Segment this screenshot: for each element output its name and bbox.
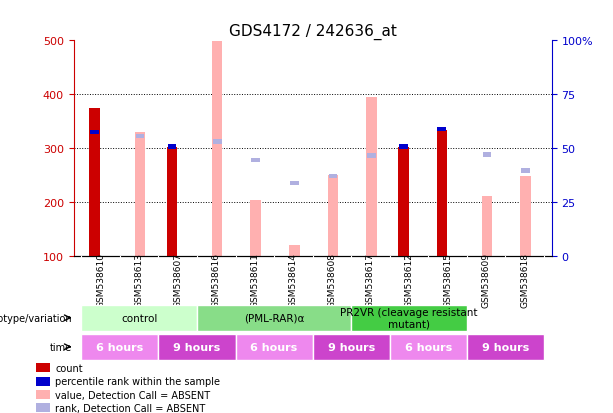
Bar [135,135,145,139]
Text: GSM538612: GSM538612 [405,252,414,307]
Text: GSM538616: GSM538616 [211,252,221,307]
Bar [483,153,492,157]
Bar [521,169,530,173]
Bar [213,140,221,145]
Text: percentile rank within the sample: percentile rank within the sample [56,376,221,386]
Bar [398,147,408,256]
Bar [36,377,50,386]
Text: GSM538608: GSM538608 [327,252,337,307]
Text: control: control [121,313,158,323]
Bar [251,200,261,256]
FancyBboxPatch shape [82,334,158,360]
FancyBboxPatch shape [158,334,235,360]
FancyBboxPatch shape [351,305,467,331]
FancyBboxPatch shape [197,305,351,331]
Text: GSM538618: GSM538618 [520,252,529,307]
Bar [366,97,377,256]
Bar [289,245,300,256]
Bar [327,176,338,256]
Bar [520,177,531,256]
FancyBboxPatch shape [467,334,544,360]
Text: GSM538617: GSM538617 [366,252,375,307]
Bar [167,147,177,256]
FancyBboxPatch shape [313,334,390,360]
Text: 6 hours: 6 hours [96,342,143,352]
Text: value, Detection Call = ABSENT: value, Detection Call = ABSENT [56,390,211,400]
Bar [36,390,50,399]
Title: GDS4172 / 242636_at: GDS4172 / 242636_at [229,24,397,40]
Text: GSM538610: GSM538610 [96,252,105,307]
Text: GSM538609: GSM538609 [482,252,490,307]
Text: 9 hours: 9 hours [173,342,221,352]
Bar [329,174,337,179]
Bar [89,108,100,256]
Bar [436,131,447,256]
Text: (PML-RAR)α: (PML-RAR)α [244,313,304,323]
Text: 9 hours: 9 hours [482,342,529,352]
Bar [167,145,176,149]
FancyBboxPatch shape [235,334,313,360]
Bar [367,154,376,158]
Text: genotype/variation: genotype/variation [0,313,72,323]
Text: 6 hours: 6 hours [405,342,452,352]
Bar [482,197,492,256]
Text: GSM538615: GSM538615 [443,252,452,307]
Text: count: count [56,363,83,373]
Bar [212,43,223,256]
Text: GSM538611: GSM538611 [250,252,259,307]
Text: 6 hours: 6 hours [251,342,298,352]
Text: time: time [50,342,72,352]
Bar [36,363,50,373]
Bar [290,181,299,186]
Bar [438,128,446,132]
FancyBboxPatch shape [82,305,197,331]
Text: rank, Detection Call = ABSENT: rank, Detection Call = ABSENT [56,403,206,413]
Text: GSM538613: GSM538613 [135,252,143,307]
Bar [91,131,99,135]
Bar [399,145,408,149]
Bar [251,158,260,163]
Text: PR2VR (cleavage resistant
mutant): PR2VR (cleavage resistant mutant) [340,307,478,329]
FancyBboxPatch shape [390,334,467,360]
Bar [36,403,50,412]
Bar [135,133,145,256]
Text: 9 hours: 9 hours [327,342,375,352]
Text: GSM538607: GSM538607 [173,252,182,307]
Text: GSM538614: GSM538614 [289,252,298,307]
